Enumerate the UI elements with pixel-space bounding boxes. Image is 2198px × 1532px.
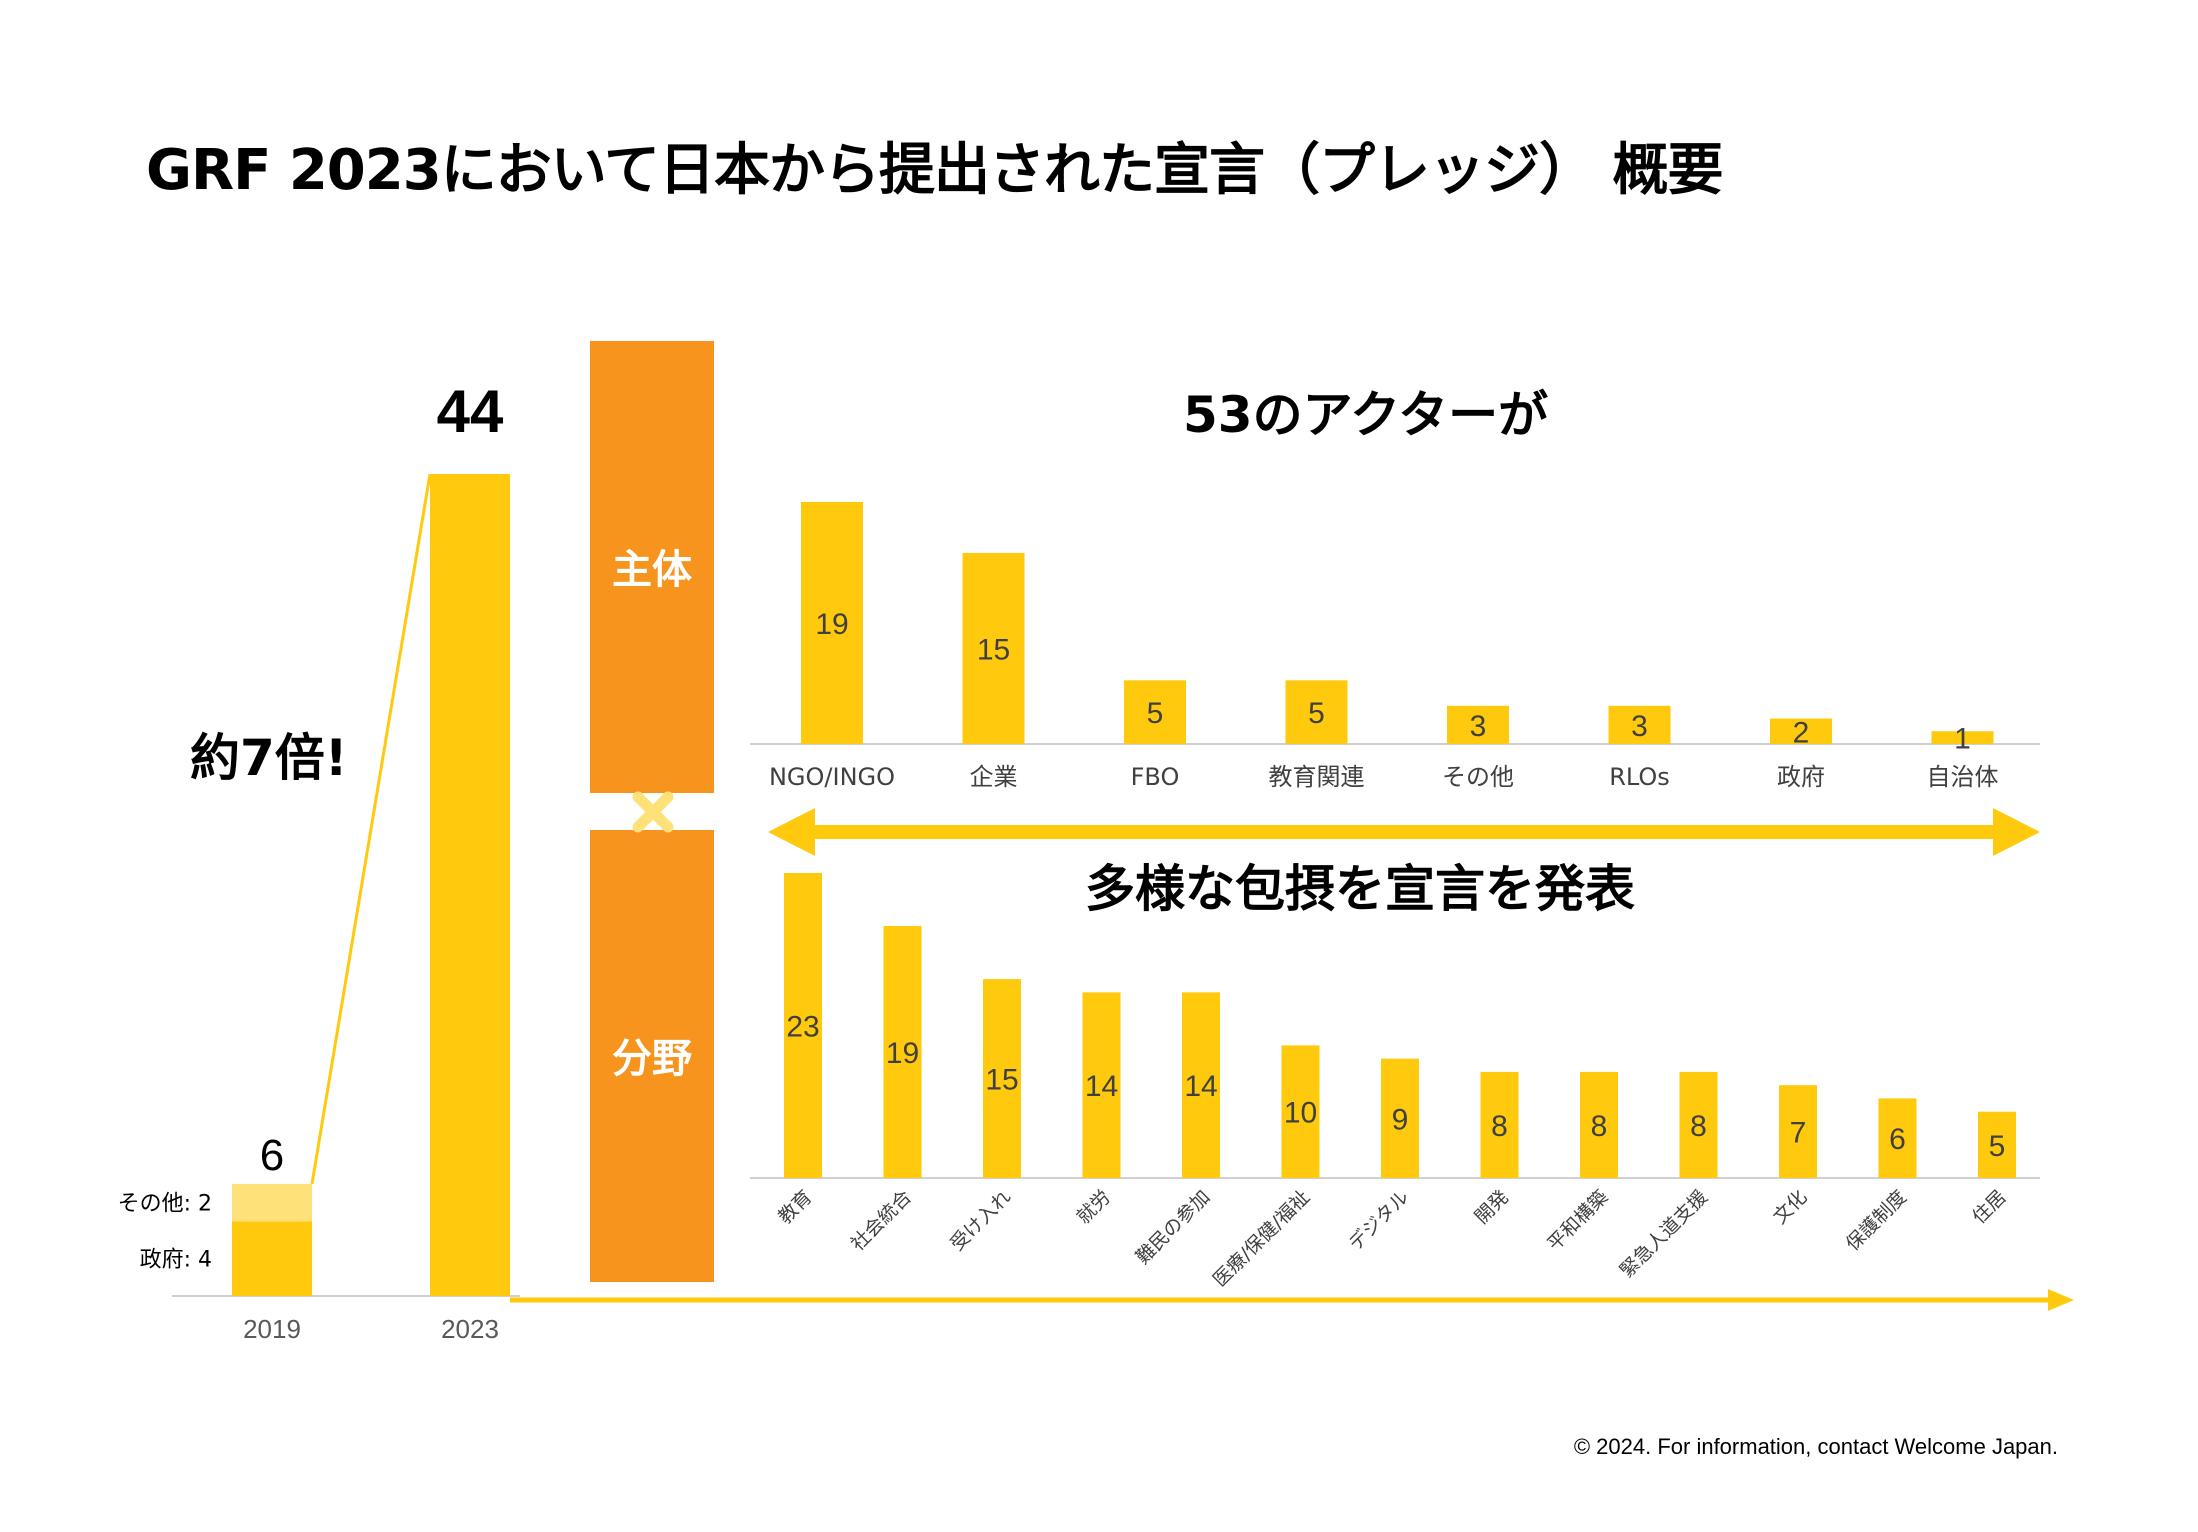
field-category-label: 住居 (1968, 1186, 2010, 1228)
actor-value-label: 15 (977, 633, 1010, 666)
actor-panel (590, 341, 714, 793)
actor-category-label: 企業 (970, 763, 1018, 791)
field-category-label: 社会統合 (847, 1186, 916, 1255)
actor-bar (1770, 718, 1832, 744)
field-bar (883, 926, 922, 1178)
field-category-label: 就労 (1073, 1186, 1115, 1228)
growth-bars (232, 474, 510, 1296)
field-bar (1679, 1071, 1718, 1178)
page-title: GRF 2023において日本から提出された宣言（プレッジ） 概要 (146, 138, 1724, 203)
field-value-label: 23 (786, 1011, 819, 1044)
actor-category-label: FBO (1131, 763, 1180, 791)
total-2023-label: 44 (437, 378, 504, 445)
actor-value-label: 1 (1954, 723, 1971, 756)
actor-bar (1124, 680, 1186, 744)
year-2023-label: 2023 (441, 1314, 499, 1344)
actor-value-label: 5 (1147, 697, 1164, 730)
field-category-label: 難民の参加 (1132, 1186, 1215, 1269)
actor-heading: 53のアクターが (1183, 386, 1548, 444)
field-value-label: 14 (1085, 1070, 1118, 1103)
field-bar (1381, 1058, 1419, 1178)
field-value-label: 14 (1184, 1070, 1217, 1103)
segment-government-label: 政府: 4 (140, 1248, 212, 1273)
field-value-label: 15 (985, 1064, 1018, 1097)
actor-category-label: NGO/INGO (769, 763, 895, 791)
actor-value-label: 3 (1631, 710, 1648, 743)
field-panel (590, 830, 714, 1282)
field-category-label: 受け入れ (946, 1186, 1015, 1255)
actor-bar (1931, 731, 1994, 744)
field-category-label: 文化 (1769, 1186, 1811, 1228)
actor-value-label: 19 (815, 608, 848, 641)
field-bar (1779, 1085, 1817, 1178)
growth-bar-2023-government (430, 474, 510, 1296)
actor-value-label: 5 (1308, 697, 1325, 730)
segment-other-label: その他: 2 (118, 1192, 212, 1217)
field-bar (1878, 1098, 1917, 1178)
growth-multiplier: 約7倍! (190, 729, 348, 787)
field-category-label: 緊急人道支援 (1616, 1186, 1712, 1282)
field-category-label: 平和構築 (1543, 1186, 1612, 1255)
field-category-label: 開発 (1471, 1186, 1513, 1228)
field-bar (1182, 992, 1220, 1178)
field-category-label: 医療/保健/福祉 (1209, 1186, 1314, 1291)
field-bar (784, 873, 822, 1178)
field-bar (1082, 992, 1121, 1178)
actor-bar (1447, 705, 1509, 744)
growth-connector-line (310, 473, 432, 1185)
actor-value-label: 3 (1470, 710, 1487, 743)
field-bar (983, 979, 1021, 1178)
actor-bar (801, 502, 863, 744)
field-bar (1580, 1071, 1618, 1178)
field-heading: 多様な包摂を宣言を発表 (1085, 860, 1635, 918)
field-bars: 23 教育 19 社会統合 15 受け入れ 14 就労 14 難民の参加 10 医療/保健/福祉 9 デジ… (774, 873, 2016, 1291)
field-panel-label: 分野 (612, 1036, 692, 1082)
field-value-label: 19 (886, 1037, 919, 1070)
actor-value-label: 2 (1793, 716, 1810, 749)
bottom-arrow-icon (510, 1289, 2074, 1311)
actor-bars: 19 NGO/INGO 15 企業 5 FBO 5 教育関連 3 その他 3 RLOs 2 政府 1 自治体 (769, 502, 1999, 791)
actor-bar (1608, 705, 1671, 744)
field-value-label: 8 (1690, 1110, 1707, 1143)
year-2019-label: 2019 (243, 1314, 301, 1344)
cross-icon (632, 791, 674, 833)
actor-category-label: 教育関連 (1269, 763, 1365, 791)
growth-bar-2019-other (232, 1183, 312, 1222)
actor-category-label: 自治体 (1927, 763, 1999, 791)
actor-bar (962, 552, 1025, 744)
field-bar (1480, 1071, 1519, 1178)
double-arrow-icon (768, 808, 2040, 856)
actor-category-label: RLOs (1609, 763, 1670, 791)
field-bar (1281, 1045, 1320, 1178)
field-bar (1978, 1111, 2016, 1178)
field-value-label: 8 (1491, 1110, 1508, 1143)
growth-bar-2019-government (232, 1221, 312, 1296)
field-value-label: 6 (1889, 1123, 1906, 1156)
actor-panel-label: 主体 (612, 547, 692, 593)
actor-category-label: 政府 (1777, 763, 1825, 791)
field-category-label: 教育 (774, 1186, 816, 1228)
field-category-label: 保護制度 (1842, 1186, 1911, 1255)
field-value-label: 8 (1591, 1110, 1608, 1143)
actor-category-label: その他 (1442, 763, 1514, 791)
field-value-label: 10 (1284, 1097, 1317, 1130)
field-value-label: 9 (1392, 1103, 1409, 1136)
field-value-label: 5 (1989, 1130, 2006, 1163)
footer-copyright: © 2024. For information, contact Welcome… (1573, 1434, 2058, 1459)
field-category-label: デジタル (1345, 1186, 1414, 1255)
total-2019-label: 6 (260, 1131, 284, 1180)
field-value-label: 7 (1790, 1117, 1807, 1150)
actor-bar (1285, 680, 1348, 744)
